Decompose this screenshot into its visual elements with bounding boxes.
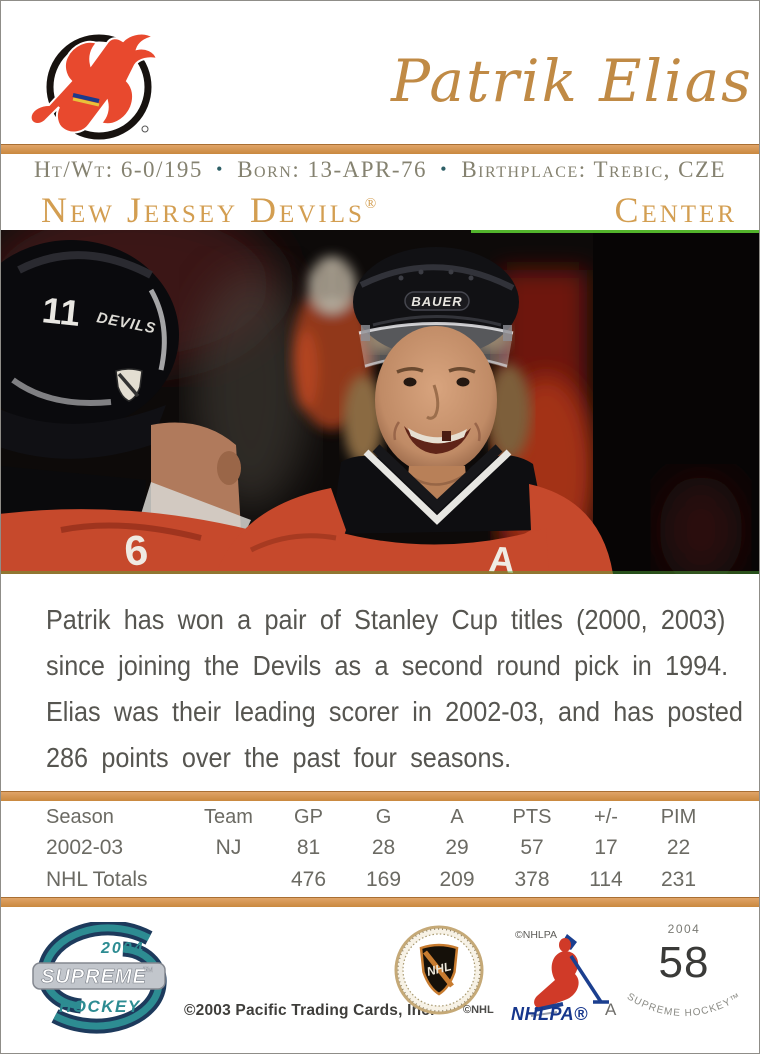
bio-text-line: 286 points over the past four seasons. (46, 742, 512, 773)
player-position: Center (614, 190, 737, 230)
bio-line: Ht/Wt: 6-0/195 • Born: 13-APR-76 • Birth… (1, 157, 759, 183)
cell-g: 169 (365, 868, 402, 891)
team-position-line: New Jersey Devils® Center (1, 189, 759, 230)
devils-logo-monogram (29, 32, 159, 134)
cell-team: NJ (215, 836, 242, 859)
bio-bullet: • (440, 159, 449, 179)
photo-elias: BAUER (216, 247, 613, 581)
supreme-wordmark: SUPREME (41, 966, 147, 988)
stats-row-season: 2002-03 NJ 81 28 29 57 17 22 (1, 832, 759, 864)
cell-team (186, 864, 271, 896)
left-player-jersey-glyph: 6 (122, 526, 150, 574)
bio-htwt: Ht/Wt: 6-0/195 (33, 157, 203, 182)
collar-piping (363, 449, 512, 525)
col-team: Team (204, 806, 253, 828)
cell-a: 29 (445, 836, 469, 859)
copyright-text: ©2003 Pacific Trading Cards, Inc. (184, 1002, 435, 1019)
scan-line-bottom (1, 571, 759, 574)
col-plusminus: +/- (594, 806, 618, 828)
player-name-signature: Patrik Elias (391, 47, 753, 115)
bio-born: Born: 13-APR-76 (237, 157, 428, 182)
cell-gp: 476 (290, 868, 327, 891)
col-gp: GP (294, 806, 323, 828)
nhlpa-skater-icon (530, 934, 609, 1017)
nhlpa-copyright: ©NHLPA (515, 929, 557, 941)
supreme-year: 2004 (100, 940, 145, 957)
cell-pts: 378 (514, 868, 550, 891)
divider-bar-stats-bottom (1, 897, 759, 907)
supreme-band (32, 962, 166, 990)
cell-pim: 22 (666, 836, 691, 859)
cell-season: NHL Totals (46, 868, 148, 891)
col-g: G (375, 806, 392, 828)
nhl-seal-logo: NHL (393, 924, 485, 1022)
col-season: Season (46, 806, 114, 828)
col-a: A (450, 806, 464, 828)
nhl-copyright: ©NHL (463, 1004, 494, 1016)
scan-line-top (471, 230, 759, 233)
footer-letter-a: A (605, 1000, 617, 1019)
cell-g: 28 (371, 836, 396, 859)
stats-row-totals: NHL Totals 476 169 209 378 114 231 (1, 864, 759, 896)
nhl-shield-text: NHL (425, 959, 452, 979)
card-footer: 2004 SUPREME TM HOCKEY ©2003 Pacific Tra… (1, 906, 759, 1053)
player-bio-text: Patrik has won a pair of Stanley Cup tit… (46, 597, 759, 781)
left-player-nhl-patch-icon (115, 368, 143, 402)
supreme-sport: HOCKEY (59, 997, 141, 1016)
supreme-tm: TM (143, 967, 153, 974)
cell-plusminus: 114 (589, 868, 623, 891)
helmet-brand-text: BAUER (411, 294, 462, 309)
bio-text-line: since joining the Devils as a second rou… (46, 650, 729, 681)
stats-header-row: Season Team GP G A PTS +/- PIM (1, 802, 759, 832)
devils-logo-ring (46, 34, 152, 140)
bio-text-line: Patrik has won a pair of Stanley Cup tit… (46, 604, 726, 635)
card-number-set-arc: SUPREME HOCKEY™ (619, 986, 749, 1032)
left-player-number: 11 (40, 289, 82, 334)
cell-a: 209 (439, 868, 475, 891)
stats-table: Season Team GP G A PTS +/- PIM 2002-03 N… (1, 802, 759, 896)
team-name: New Jersey Devils® (41, 190, 377, 230)
col-pim: PIM (660, 806, 697, 828)
photo-right-red-hint (659, 475, 743, 585)
player-photo: 11 DEVILS 6 (1, 200, 759, 585)
devils-team-logo (27, 29, 169, 147)
supreme-hockey-logo: 2004 SUPREME TM HOCKEY (31, 920, 173, 1034)
card-number-year: 2004 (667, 922, 701, 936)
cell-gp: 81 (296, 836, 321, 859)
cell-season: 2002-03 (46, 836, 124, 859)
svg-text:SUPREME HOCKEY™: SUPREME HOCKEY™ (625, 991, 743, 1019)
cell-plusminus: 17 (594, 836, 618, 859)
col-pts: PTS (512, 806, 552, 828)
registered-mark-icon (141, 125, 149, 133)
nhlpa-logo: ©NHLPA NHLPA® (503, 920, 621, 1032)
bio-birthplace: Birthplace: Trebic, CZE (461, 157, 727, 182)
nhlpa-wordmark: NHLPA® (511, 1004, 588, 1024)
set-arc-text: SUPREME HOCKEY™ (625, 991, 742, 1019)
bio-text-line: Elias was their leading scorer in 2002-0… (46, 696, 743, 727)
nhl-shield-icon: NHL (419, 943, 459, 996)
cell-pim: 231 (660, 868, 697, 891)
divider-bar-top (1, 144, 759, 154)
alternate-captain-letter: A (487, 538, 516, 574)
bio-bullet: • (216, 159, 224, 179)
team-registered-mark: ® (364, 196, 377, 212)
card-number: 58 (658, 938, 710, 987)
divider-bar-stats-top (1, 791, 759, 801)
smile (404, 426, 471, 454)
photo-left-player: 11 DEVILS 6 (1, 240, 311, 575)
cell-pts: 57 (520, 836, 544, 859)
